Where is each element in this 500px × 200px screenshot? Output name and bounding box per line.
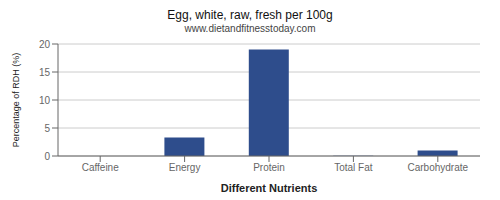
svg-text:15: 15 — [39, 67, 51, 78]
svg-text:Protein: Protein — [253, 162, 285, 173]
svg-text:Different Nutrients: Different Nutrients — [221, 182, 318, 192]
html-text:Egg, white, raw, fresh per 100: Egg, white, raw, fresh per 100g — [167, 8, 333, 22]
svg-text:0: 0 — [44, 151, 50, 162]
svg-text:20: 20 — [39, 39, 51, 50]
svg-text:10: 10 — [39, 95, 51, 106]
svg-text:Percentage of RDH (%): Percentage of RDH (%) — [11, 53, 21, 148]
html-text:www.dietandfitnesstoday.com: www.dietandfitnesstoday.com — [184, 23, 316, 34]
svg-text:Carbohydrate: Carbohydrate — [408, 162, 469, 173]
svg-text:Caffeine: Caffeine — [82, 162, 120, 173]
svg-text:Total Fat: Total Fat — [334, 162, 373, 173]
svg-text:Energy: Energy — [169, 162, 201, 173]
svg-text:5: 5 — [44, 123, 50, 134]
